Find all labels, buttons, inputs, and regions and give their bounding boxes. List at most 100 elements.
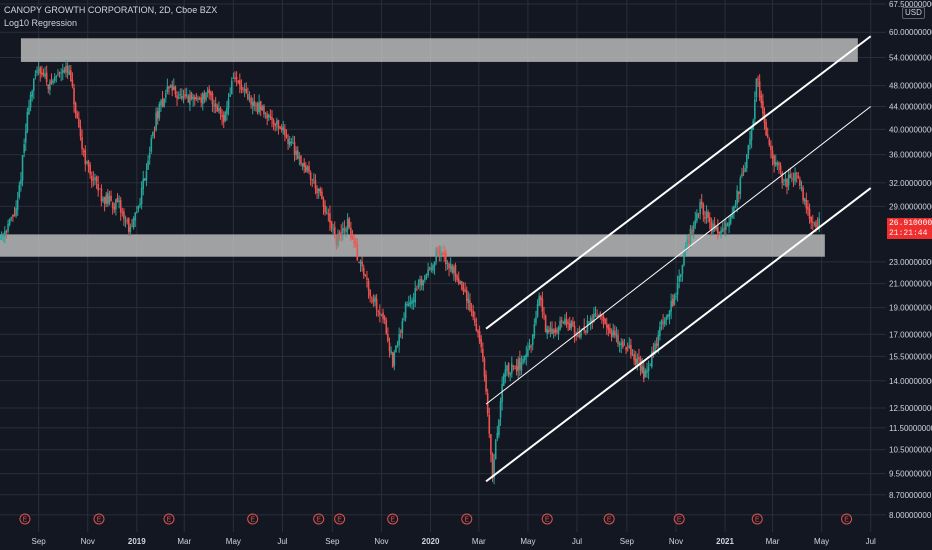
candle-down <box>609 328 611 334</box>
candle-down <box>366 277 368 280</box>
candle-down <box>482 349 484 358</box>
candle-up <box>24 131 27 143</box>
candle-down <box>156 111 159 119</box>
candle-down <box>544 315 547 333</box>
candle-up <box>559 320 561 330</box>
candle-up <box>118 200 120 203</box>
candle-up <box>430 268 433 270</box>
candle-up <box>494 440 497 460</box>
candle-down <box>309 172 312 180</box>
candle-up <box>145 170 148 181</box>
candle-down <box>633 354 635 361</box>
candle-down <box>443 252 446 255</box>
candle-up <box>57 73 59 75</box>
candle-down <box>445 252 447 265</box>
candle-up <box>158 103 161 118</box>
candle-up <box>791 177 793 179</box>
candle-down <box>811 221 814 223</box>
candle-down <box>350 227 352 238</box>
candle-up <box>407 303 410 307</box>
candle-up <box>108 196 111 205</box>
candle-down <box>475 324 478 332</box>
time-tick-label: Mar <box>472 537 486 546</box>
candle-up <box>29 94 32 108</box>
candle-down <box>375 298 378 310</box>
candle-up <box>745 154 748 169</box>
candle-down <box>642 366 645 379</box>
candle-down <box>187 96 190 103</box>
time-axis-background <box>0 532 932 550</box>
candle-up <box>620 342 623 345</box>
candle-up <box>432 265 434 271</box>
candle-down <box>284 128 286 136</box>
candle-up <box>0 237 1 240</box>
price-tick-label: 40.00000000 <box>889 125 932 134</box>
time-tick-label: Sep <box>620 537 635 546</box>
candle-up <box>10 216 13 219</box>
candle-up <box>325 212 328 214</box>
candle-down <box>770 145 772 151</box>
candle-up <box>192 96 194 100</box>
candle-down <box>153 130 156 132</box>
candle-up <box>570 321 573 328</box>
time-tick-label: Jul <box>277 537 287 546</box>
candle-up <box>422 280 425 286</box>
candle-down <box>655 343 658 347</box>
earnings-marker <box>93 513 105 525</box>
candle-up <box>169 85 172 87</box>
candle-up <box>528 345 531 349</box>
candle-up <box>136 211 138 214</box>
candle-down <box>760 95 763 104</box>
candle-down <box>234 77 236 79</box>
symbol-title[interactable]: CANOPY GROWTH CORPORATION, 2D, Cboe BZX <box>4 5 218 15</box>
candle-down <box>507 363 510 375</box>
earnings-label: E <box>23 517 28 524</box>
candle-down <box>789 174 792 178</box>
earnings-label: E <box>337 517 342 524</box>
indicator-label[interactable]: Log10 Regression <box>4 18 78 28</box>
candle-up <box>667 314 669 318</box>
candle-down <box>214 103 217 107</box>
candle-down <box>601 316 603 318</box>
candle-down <box>285 135 288 138</box>
candle-up <box>292 142 294 144</box>
chart-header: CANOPY GROWTH CORPORATION, 2D, Cboe BZX … <box>4 4 217 30</box>
currency-badge[interactable]: USD <box>902 7 925 19</box>
price-tick-label: 44.00000000 <box>889 103 932 112</box>
candle-up <box>736 190 738 204</box>
candle-up <box>129 227 132 232</box>
candle-up <box>155 112 157 130</box>
price-axis[interactable]: 67.50000000 60.00000000 54.00000000 48.0000… <box>886 0 932 550</box>
candle-down <box>638 356 640 360</box>
candle-down <box>758 81 761 98</box>
candle-up <box>783 184 785 185</box>
candle-down <box>316 188 318 194</box>
candle-down <box>541 298 544 312</box>
candle-down <box>456 275 458 280</box>
candle-down <box>311 179 314 181</box>
candle-down <box>602 316 605 321</box>
candle-down <box>269 116 272 118</box>
candle-down <box>73 87 75 105</box>
candle-down <box>272 120 275 125</box>
candle-down <box>560 319 563 322</box>
candle-up <box>152 131 154 137</box>
candle-up <box>694 219 697 226</box>
time-axis[interactable]: Sep Nov 2019 Mar May Jul Sep Nov 2020 Mar May Jul Se… <box>0 532 932 550</box>
earnings-label: E <box>464 517 469 524</box>
earnings-label: E <box>677 517 682 524</box>
candle-down <box>70 70 72 82</box>
candle-up <box>731 213 734 218</box>
candle-up <box>734 204 737 205</box>
candle-up <box>631 354 634 356</box>
candle-down <box>329 213 331 223</box>
candle-up <box>499 401 502 418</box>
candle-up <box>684 245 687 251</box>
candle-down <box>757 78 759 80</box>
candle-down <box>242 88 244 90</box>
candle-up <box>26 112 29 132</box>
price-tick-label: 23.00000000 <box>889 258 932 267</box>
candle-down <box>488 414 491 434</box>
candle-down <box>203 93 206 100</box>
